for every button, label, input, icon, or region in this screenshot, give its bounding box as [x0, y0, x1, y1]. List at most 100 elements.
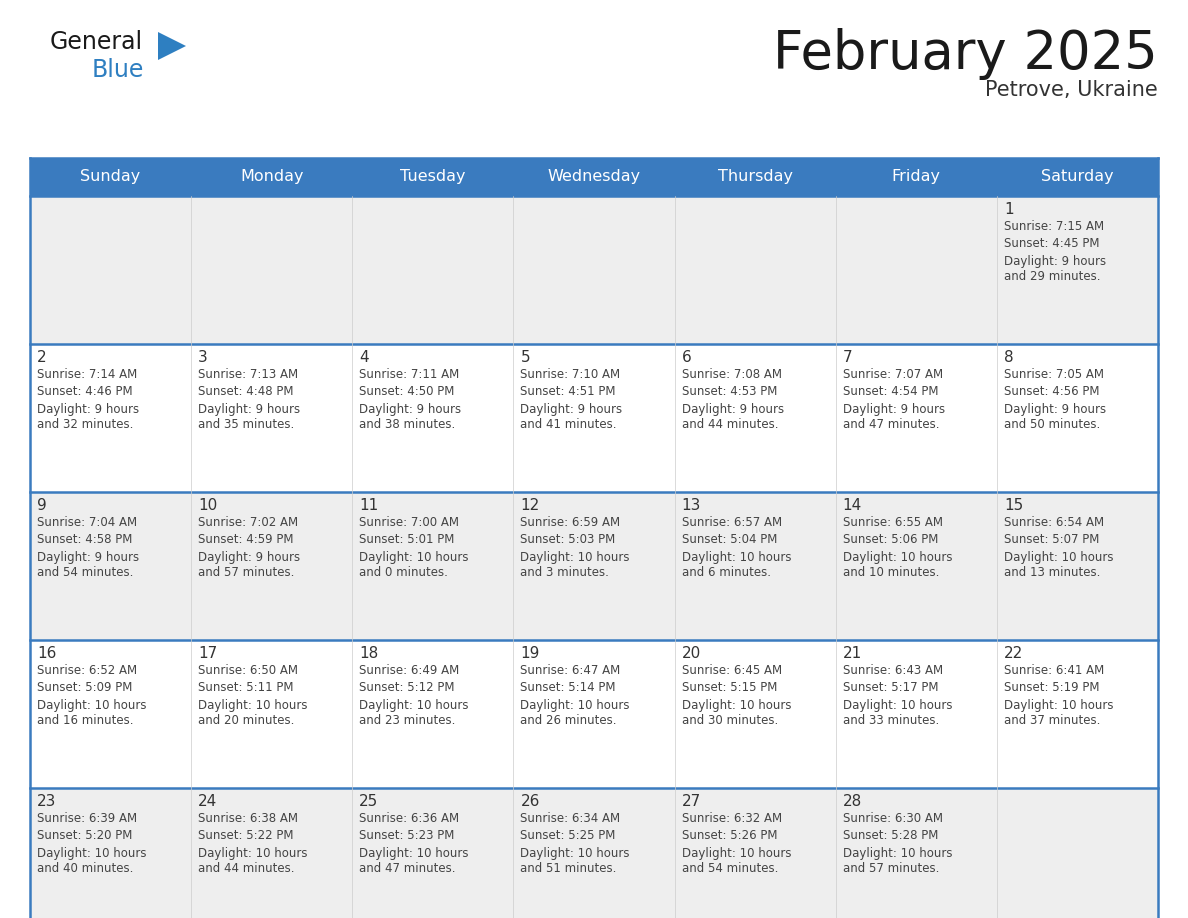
Text: Sunrise: 7:13 AM: Sunrise: 7:13 AM: [198, 367, 298, 380]
Text: Sunrise: 6:55 AM: Sunrise: 6:55 AM: [842, 516, 943, 529]
Text: Sunset: 4:54 PM: Sunset: 4:54 PM: [842, 385, 939, 398]
Text: Daylight: 9 hours
and 54 minutes.: Daylight: 9 hours and 54 minutes.: [37, 551, 139, 578]
Text: Sunrise: 7:00 AM: Sunrise: 7:00 AM: [359, 516, 460, 529]
Text: Sunrise: 6:57 AM: Sunrise: 6:57 AM: [682, 516, 782, 529]
Text: Daylight: 10 hours
and 54 minutes.: Daylight: 10 hours and 54 minutes.: [682, 846, 791, 875]
Text: 22: 22: [1004, 646, 1023, 661]
Text: Sunset: 5:11 PM: Sunset: 5:11 PM: [198, 681, 293, 694]
Text: Petrove, Ukraine: Petrove, Ukraine: [985, 80, 1158, 100]
Text: 20: 20: [682, 646, 701, 661]
Text: Sunrise: 6:52 AM: Sunrise: 6:52 AM: [37, 664, 137, 677]
Text: Friday: Friday: [892, 170, 941, 185]
Text: 15: 15: [1004, 498, 1023, 513]
Text: 3: 3: [198, 350, 208, 365]
Text: Sunset: 5:19 PM: Sunset: 5:19 PM: [1004, 681, 1099, 694]
Text: Daylight: 10 hours
and 37 minutes.: Daylight: 10 hours and 37 minutes.: [1004, 699, 1113, 726]
Text: 14: 14: [842, 498, 862, 513]
Bar: [30, 158, 1158, 196]
Text: Sunset: 5:14 PM: Sunset: 5:14 PM: [520, 681, 615, 694]
Text: Daylight: 10 hours
and 40 minutes.: Daylight: 10 hours and 40 minutes.: [37, 846, 146, 875]
Text: Daylight: 10 hours
and 33 minutes.: Daylight: 10 hours and 33 minutes.: [842, 699, 953, 726]
Text: Sunrise: 6:39 AM: Sunrise: 6:39 AM: [37, 812, 137, 824]
Text: Daylight: 9 hours
and 47 minutes.: Daylight: 9 hours and 47 minutes.: [842, 402, 944, 431]
Text: Sunrise: 7:10 AM: Sunrise: 7:10 AM: [520, 367, 620, 380]
Text: Daylight: 10 hours
and 6 minutes.: Daylight: 10 hours and 6 minutes.: [682, 551, 791, 578]
Text: Sunset: 5:28 PM: Sunset: 5:28 PM: [842, 829, 939, 842]
Text: Sunset: 5:07 PM: Sunset: 5:07 PM: [1004, 533, 1099, 546]
Bar: [30, 788, 1158, 918]
Text: Sunrise: 6:41 AM: Sunrise: 6:41 AM: [1004, 664, 1104, 677]
Bar: [30, 492, 1158, 640]
Text: General: General: [50, 30, 143, 54]
Text: 13: 13: [682, 498, 701, 513]
Text: 4: 4: [359, 350, 369, 365]
Text: 19: 19: [520, 646, 539, 661]
Text: Sunrise: 6:47 AM: Sunrise: 6:47 AM: [520, 664, 620, 677]
Text: 16: 16: [37, 646, 56, 661]
Text: Saturday: Saturday: [1041, 170, 1113, 185]
Text: Sunrise: 6:54 AM: Sunrise: 6:54 AM: [1004, 516, 1104, 529]
Text: 9: 9: [37, 498, 46, 513]
Text: Daylight: 10 hours
and 13 minutes.: Daylight: 10 hours and 13 minutes.: [1004, 551, 1113, 578]
Text: Sunrise: 7:14 AM: Sunrise: 7:14 AM: [37, 367, 138, 380]
Text: Daylight: 9 hours
and 44 minutes.: Daylight: 9 hours and 44 minutes.: [682, 402, 784, 431]
Text: Daylight: 10 hours
and 0 minutes.: Daylight: 10 hours and 0 minutes.: [359, 551, 469, 578]
Text: 27: 27: [682, 794, 701, 809]
Text: Daylight: 9 hours
and 41 minutes.: Daylight: 9 hours and 41 minutes.: [520, 402, 623, 431]
Text: February 2025: February 2025: [773, 28, 1158, 80]
Text: Daylight: 10 hours
and 26 minutes.: Daylight: 10 hours and 26 minutes.: [520, 699, 630, 726]
Text: 12: 12: [520, 498, 539, 513]
Text: Sunset: 5:23 PM: Sunset: 5:23 PM: [359, 829, 455, 842]
Text: Sunrise: 6:34 AM: Sunrise: 6:34 AM: [520, 812, 620, 824]
Text: Sunset: 4:58 PM: Sunset: 4:58 PM: [37, 533, 132, 546]
Text: Tuesday: Tuesday: [400, 170, 466, 185]
Text: Thursday: Thursday: [718, 170, 792, 185]
Text: 6: 6: [682, 350, 691, 365]
Text: 18: 18: [359, 646, 379, 661]
Text: Daylight: 10 hours
and 20 minutes.: Daylight: 10 hours and 20 minutes.: [198, 699, 308, 726]
Text: Sunset: 4:50 PM: Sunset: 4:50 PM: [359, 385, 455, 398]
Text: Sunrise: 6:59 AM: Sunrise: 6:59 AM: [520, 516, 620, 529]
Text: Sunrise: 7:15 AM: Sunrise: 7:15 AM: [1004, 219, 1104, 232]
Bar: [30, 344, 1158, 492]
Text: Daylight: 10 hours
and 16 minutes.: Daylight: 10 hours and 16 minutes.: [37, 699, 146, 726]
Text: Sunrise: 6:50 AM: Sunrise: 6:50 AM: [198, 664, 298, 677]
Text: Daylight: 10 hours
and 47 minutes.: Daylight: 10 hours and 47 minutes.: [359, 846, 469, 875]
Text: 10: 10: [198, 498, 217, 513]
Text: Sunset: 5:01 PM: Sunset: 5:01 PM: [359, 533, 455, 546]
Text: Sunrise: 7:07 AM: Sunrise: 7:07 AM: [842, 367, 943, 380]
Text: 1: 1: [1004, 202, 1013, 217]
Bar: [30, 640, 1158, 788]
Text: Sunset: 4:51 PM: Sunset: 4:51 PM: [520, 385, 615, 398]
Text: Daylight: 10 hours
and 51 minutes.: Daylight: 10 hours and 51 minutes.: [520, 846, 630, 875]
Text: Daylight: 9 hours
and 38 minutes.: Daylight: 9 hours and 38 minutes.: [359, 402, 461, 431]
Text: 25: 25: [359, 794, 379, 809]
Text: Sunset: 5:04 PM: Sunset: 5:04 PM: [682, 533, 777, 546]
Text: Sunset: 5:22 PM: Sunset: 5:22 PM: [198, 829, 293, 842]
Polygon shape: [158, 32, 187, 60]
Text: Monday: Monday: [240, 170, 303, 185]
Text: Sunrise: 7:05 AM: Sunrise: 7:05 AM: [1004, 367, 1104, 380]
Text: Sunset: 4:56 PM: Sunset: 4:56 PM: [1004, 385, 1099, 398]
Text: 8: 8: [1004, 350, 1013, 365]
Text: Daylight: 10 hours
and 10 minutes.: Daylight: 10 hours and 10 minutes.: [842, 551, 953, 578]
Text: Sunset: 5:20 PM: Sunset: 5:20 PM: [37, 829, 132, 842]
Text: Daylight: 9 hours
and 29 minutes.: Daylight: 9 hours and 29 minutes.: [1004, 254, 1106, 283]
Text: Sunrise: 6:38 AM: Sunrise: 6:38 AM: [198, 812, 298, 824]
Text: Sunset: 5:12 PM: Sunset: 5:12 PM: [359, 681, 455, 694]
Text: Sunset: 5:15 PM: Sunset: 5:15 PM: [682, 681, 777, 694]
Text: Daylight: 10 hours
and 44 minutes.: Daylight: 10 hours and 44 minutes.: [198, 846, 308, 875]
Text: Daylight: 9 hours
and 50 minutes.: Daylight: 9 hours and 50 minutes.: [1004, 402, 1106, 431]
Text: Daylight: 9 hours
and 32 minutes.: Daylight: 9 hours and 32 minutes.: [37, 402, 139, 431]
Text: 17: 17: [198, 646, 217, 661]
Text: Sunset: 5:25 PM: Sunset: 5:25 PM: [520, 829, 615, 842]
Text: Sunrise: 7:08 AM: Sunrise: 7:08 AM: [682, 367, 782, 380]
Text: 5: 5: [520, 350, 530, 365]
Text: Sunrise: 6:49 AM: Sunrise: 6:49 AM: [359, 664, 460, 677]
Text: 28: 28: [842, 794, 862, 809]
Text: Sunset: 4:59 PM: Sunset: 4:59 PM: [198, 533, 293, 546]
Text: 24: 24: [198, 794, 217, 809]
Text: Sunrise: 7:11 AM: Sunrise: 7:11 AM: [359, 367, 460, 380]
Text: 11: 11: [359, 498, 379, 513]
Text: Daylight: 9 hours
and 57 minutes.: Daylight: 9 hours and 57 minutes.: [198, 551, 301, 578]
